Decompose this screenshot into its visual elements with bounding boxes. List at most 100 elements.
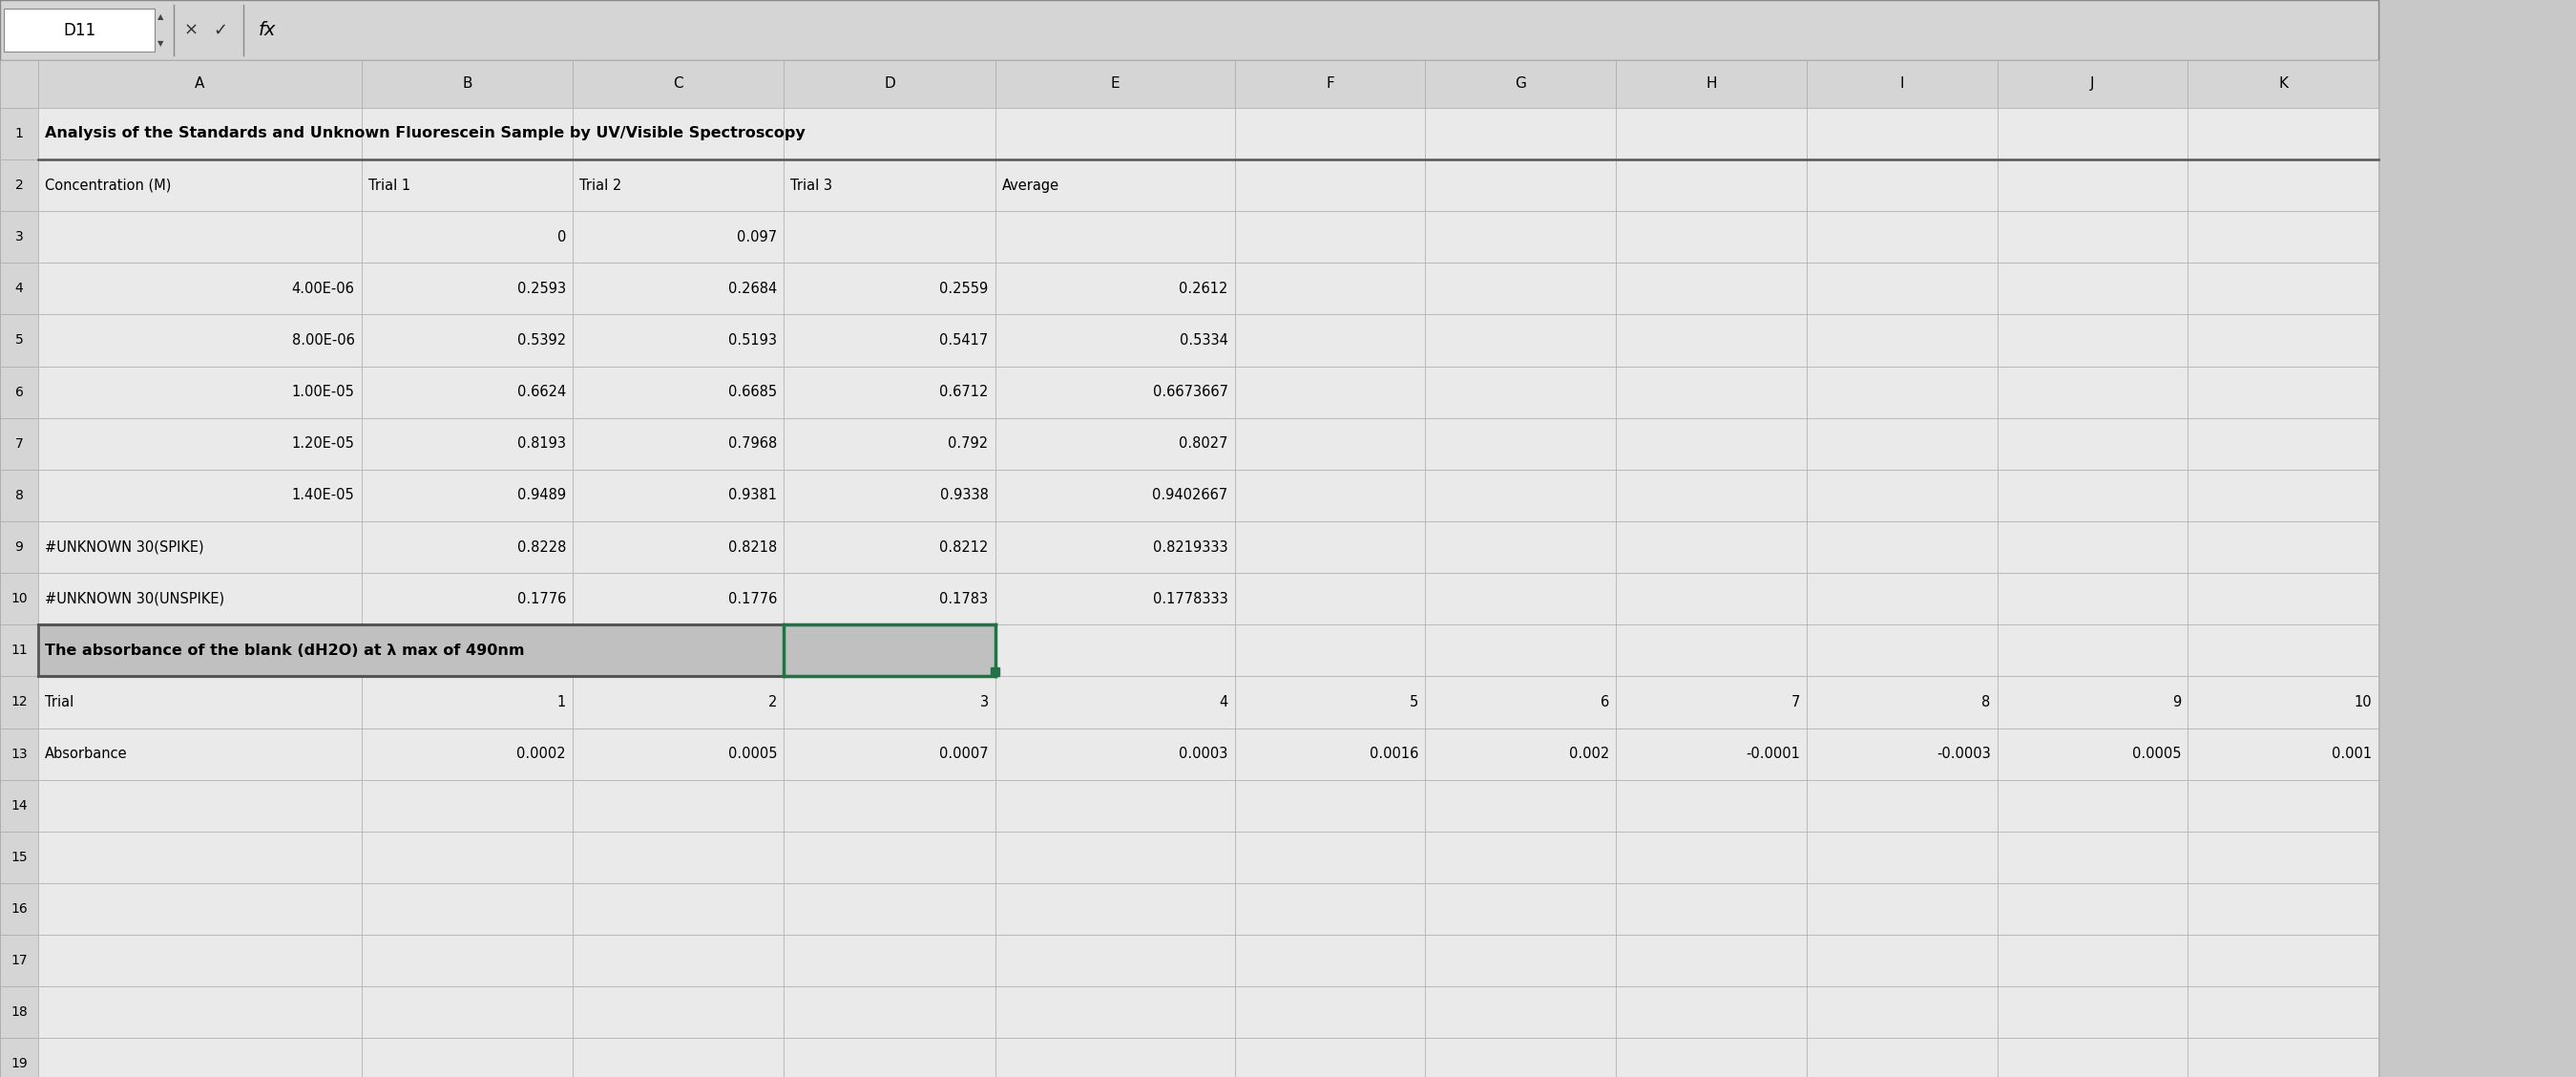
Bar [1806,418,1996,470]
Text: D11: D11 [64,22,95,39]
Bar [361,470,572,521]
Text: 4: 4 [1218,695,1229,710]
Bar [783,418,994,470]
Bar [1806,1038,1996,1077]
Bar [0,159,39,211]
Text: 0.8212: 0.8212 [940,540,989,555]
Text: 17: 17 [10,954,28,967]
Bar [0,935,39,987]
Bar [2187,314,2378,366]
Bar [0,60,39,108]
Text: 6: 6 [15,386,23,398]
Text: 0.6685: 0.6685 [729,384,778,400]
Text: 7: 7 [1790,695,1801,710]
Text: Average: Average [1002,178,1059,193]
Text: 0.9402667: 0.9402667 [1151,488,1229,503]
Bar [1615,780,1806,831]
Bar [994,573,1234,625]
Bar [1806,676,1996,728]
Bar [572,108,783,159]
Bar [1996,263,2187,314]
Bar [1615,573,1806,625]
Bar [361,314,572,366]
Bar [1425,676,1615,728]
Bar [361,211,572,263]
Text: I: I [1899,76,1904,92]
Bar [994,263,1234,314]
Bar [1234,521,1425,573]
Bar [783,728,994,780]
Bar [1425,728,1615,780]
Text: 1: 1 [556,695,567,710]
Text: 13: 13 [10,747,28,760]
Text: D: D [884,76,894,92]
Text: ✓: ✓ [214,22,227,39]
Bar [1996,935,2187,987]
Bar [572,831,783,883]
Bar [1806,263,1996,314]
Text: 5: 5 [1409,695,1419,710]
Bar [1615,1038,1806,1077]
Bar [39,987,361,1038]
Bar [1996,470,2187,521]
Bar [2187,470,2378,521]
Bar [39,780,361,831]
Bar [0,263,39,314]
Bar [783,625,994,676]
Bar [994,60,1234,108]
Bar [1996,780,2187,831]
Bar [0,108,39,159]
Bar [1806,314,1996,366]
Bar [1806,625,1996,676]
Bar [1996,418,2187,470]
Bar [2187,573,2378,625]
Bar [1425,780,1615,831]
Text: Concentration (M): Concentration (M) [44,178,170,193]
Bar [1234,625,1425,676]
Text: 0.6624: 0.6624 [518,384,567,400]
Text: 18: 18 [10,1006,28,1019]
Bar [572,314,783,366]
Bar [0,831,39,883]
Text: Trial 3: Trial 3 [791,178,832,193]
Bar [39,676,361,728]
Text: 3: 3 [15,230,23,243]
Bar [994,831,1234,883]
Bar [1425,935,1615,987]
Bar [783,60,994,108]
Bar [1996,831,2187,883]
Bar [1234,470,1425,521]
Text: fx: fx [258,22,276,39]
Text: Trial: Trial [44,695,75,710]
Bar [994,625,1234,676]
Bar [2187,211,2378,263]
Text: Analysis of the Standards and Unknown Fluorescein Sample by UV/Visible Spectrosc: Analysis of the Standards and Unknown Fl… [44,126,806,141]
Text: 0.1783: 0.1783 [940,591,989,606]
Bar [994,314,1234,366]
Bar [2187,883,2378,935]
Bar [1996,1038,2187,1077]
Text: 0.2559: 0.2559 [940,281,989,296]
Bar [1234,108,1425,159]
Bar [0,676,39,728]
Text: ▼: ▼ [157,39,162,47]
Bar [572,728,783,780]
Text: H: H [1705,76,1716,92]
Text: 0.2593: 0.2593 [518,281,567,296]
Text: 0.002: 0.002 [1569,746,1610,761]
Bar [1615,470,1806,521]
Text: 0.5392: 0.5392 [518,333,567,348]
Bar [1615,263,1806,314]
Text: 0.9489: 0.9489 [518,488,567,503]
Bar [994,1038,1234,1077]
Text: C: C [672,76,683,92]
Bar [3,9,155,52]
Bar [783,211,994,263]
Bar [39,883,361,935]
Bar [2187,625,2378,676]
Bar [2187,935,2378,987]
Bar [1615,728,1806,780]
Bar [1425,418,1615,470]
Bar [783,108,994,159]
Bar [572,883,783,935]
